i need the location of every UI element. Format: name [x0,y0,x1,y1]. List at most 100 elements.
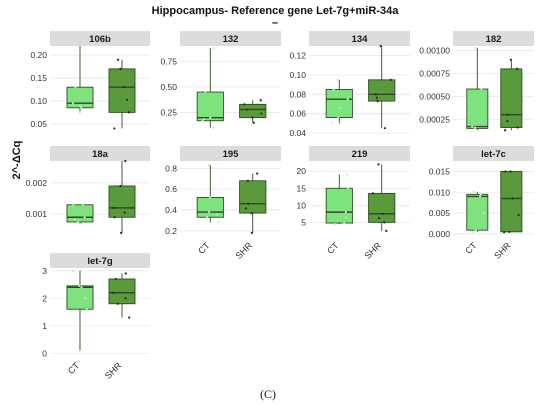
data-point [116,58,120,61]
panel-strip [50,146,150,161]
panel-background [180,46,281,133]
panel-title: 182 [486,34,502,45]
y-tick-label: 0.4 [165,205,177,215]
y-tick-label: 3 [42,266,47,276]
y-tick-label: 2 [42,293,47,303]
data-point [346,187,350,190]
x-tick-label: SHR [492,240,513,261]
box-iqr [66,204,94,223]
data-point [124,159,127,163]
data-point [472,190,475,193]
data-point [250,211,253,215]
box-iqr [196,197,224,218]
data-point [212,46,215,50]
box-iqr [108,278,136,305]
data-point [250,231,253,234]
box-iqr [500,170,523,233]
data-point [480,87,483,91]
data-point [385,229,388,232]
data-point [217,221,220,224]
data-point [79,104,82,107]
data-point [471,125,474,128]
data-point [204,90,207,94]
panel-let-7c: let-7c 0.000 0.005 0.010 0.015 CT SHR [429,146,534,261]
data-point [74,86,77,89]
panel-title: 106b [89,34,111,45]
panel-strip [180,31,281,46]
box-CT [196,164,224,224]
data-point [209,196,212,199]
y-tick-label: 0.10 [30,96,47,106]
box-CT [325,173,353,226]
y-tick-label: 0.00025 [419,114,450,124]
box-iqr [500,68,523,128]
data-point [504,129,507,132]
data-point [245,108,248,111]
x-tick-label: CT [66,360,82,376]
data-point [116,302,119,305]
data-point [473,126,477,129]
x-tick-label: CT [196,240,212,256]
panel-132: 132 0.25 0.50 0.75 [160,31,281,133]
y-tick-label: 0.6 [165,184,177,194]
data-point [77,220,80,224]
data-point [119,184,122,188]
y-tick-label: 20 [297,166,307,176]
data-point [247,202,250,205]
panel-title: 195 [223,149,240,160]
data-point [346,98,349,101]
box-iqr [368,79,396,102]
data-point [122,86,125,89]
data-point [212,126,215,129]
y-tick-label: 0.2 [165,226,177,236]
data-point [77,44,81,48]
data-point [215,213,218,216]
panel-18a: 18a 0.001 0.002 [26,146,150,236]
data-point [517,214,520,217]
data-point [124,297,127,300]
y-tick-label: 0.04 [289,128,306,138]
y-tick-label: 0.12 [289,51,306,61]
y-tick-label: 1 [42,321,47,331]
data-point [332,88,335,91]
x-tick-label: CT [463,240,479,256]
box-iqr [325,187,353,224]
data-point [482,212,486,215]
box-SHR [239,172,267,234]
y-tick-label: 0.10 [289,70,306,80]
data-point [333,222,337,226]
y-tick-label: 0.25 [160,108,177,118]
data-point [80,222,83,225]
data-point [376,100,379,103]
data-point [383,221,386,224]
data-point [112,291,115,294]
data-point [127,111,130,114]
box-SHR [500,58,523,132]
data-point [344,216,348,219]
data-point [113,216,116,219]
y-tick-label: 0.002 [26,178,48,188]
y-tick-label: 0.08 [289,89,306,99]
panel-strip [50,31,150,46]
data-point [371,192,375,195]
box-iqr [325,89,353,118]
data-point [119,67,122,70]
panel-let-7g: let-7g 0 1 2 3 CT SHR [42,253,150,381]
data-point [208,210,211,214]
y-tick-label: 5 [301,217,306,227]
data-point [506,119,509,123]
data-point [346,173,349,176]
data-point [479,193,482,196]
box-iqr [466,88,489,129]
data-point [511,197,514,200]
y-tick-label: 0.00050 [419,91,450,101]
data-point [124,272,127,275]
box-SHR [368,44,396,130]
data-point [472,230,475,233]
data-point [85,308,88,311]
data-point [123,211,126,214]
x-tick-label: SHR [234,240,255,261]
chart-title-sub: – [272,17,278,29]
box-iqr [239,103,267,119]
panel-strip [309,146,410,161]
